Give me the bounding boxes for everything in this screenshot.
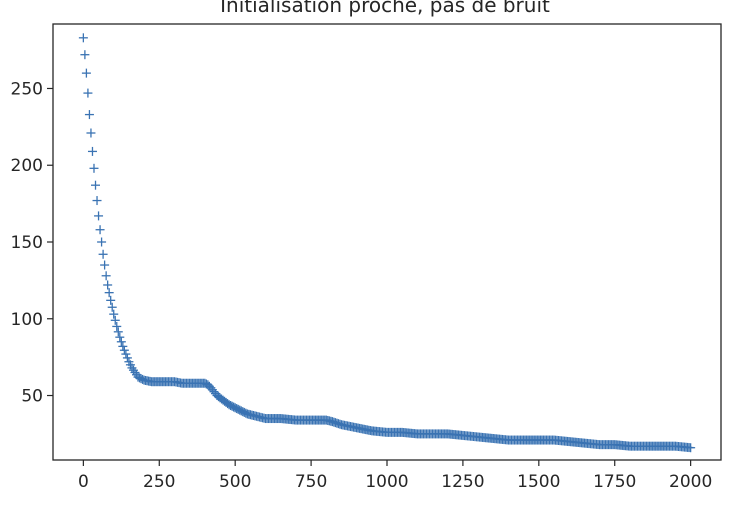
y-tick-label: 150 — [11, 233, 43, 253]
x-tick-label: 0 — [78, 472, 89, 492]
x-tick-label: 1750 — [593, 472, 636, 492]
data-point-plus-marker — [83, 88, 93, 98]
data-point-plus-marker — [98, 249, 108, 259]
data-point-plus-marker — [122, 353, 132, 363]
data-point-plus-marker — [686, 443, 696, 453]
data-point-plus-marker — [119, 345, 129, 355]
y-tick-label: 100 — [11, 310, 43, 330]
data-point-plus-marker — [92, 196, 102, 206]
data-point-plus-marker — [104, 288, 114, 298]
x-tick-label: 500 — [219, 472, 251, 492]
data-point-plus-marker — [112, 321, 122, 331]
data-point-plus-marker — [128, 365, 138, 375]
data-point-plus-marker — [101, 271, 111, 281]
data-point-plus-marker — [116, 337, 126, 347]
data-point-plus-marker — [80, 50, 90, 60]
x-tick-label: 250 — [143, 472, 175, 492]
data-point-plus-marker — [127, 363, 137, 373]
data-point-plus-marker — [110, 315, 120, 325]
data-point-plus-marker — [103, 280, 113, 290]
y-tick-label: 250 — [11, 79, 43, 99]
data-point-plus-marker — [118, 341, 128, 351]
x-tick-label: 1500 — [517, 472, 560, 492]
data-point-plus-marker — [86, 128, 96, 138]
x-tick-label: 2000 — [669, 472, 712, 492]
x-tick-label: 1000 — [365, 472, 408, 492]
data-point-plus-marker — [121, 349, 131, 359]
data-point-plus-marker — [100, 260, 110, 270]
data-point-plus-marker — [106, 295, 116, 305]
data-point-plus-marker — [130, 367, 140, 377]
data-point-plus-marker — [115, 332, 125, 342]
x-tick-label: 750 — [295, 472, 327, 492]
data-points — [78, 33, 696, 453]
data-point-plus-marker — [87, 146, 97, 156]
chart-title: Initialisation proche, pas de bruit — [220, 0, 550, 17]
data-point-plus-marker — [95, 225, 105, 235]
axis-ticks: 0 250 500 750 1000 1250 1500 1750 2000 50 100 150 20… — [11, 79, 713, 492]
data-point-plus-marker — [91, 180, 101, 190]
data-point-plus-marker — [84, 110, 94, 120]
data-point-plus-marker — [78, 33, 88, 43]
y-tick-label: 200 — [11, 156, 43, 176]
plot-frame — [52, 23, 722, 461]
data-point-plus-marker — [107, 302, 117, 312]
data-point-plus-marker — [94, 211, 104, 221]
data-point-plus-marker — [113, 327, 123, 337]
y-tick-label: 50 — [21, 387, 43, 407]
data-point-plus-marker — [81, 68, 91, 78]
x-tick-label: 1250 — [441, 472, 484, 492]
data-point-plus-marker — [97, 237, 107, 247]
data-point-plus-marker — [89, 163, 99, 173]
data-point-plus-marker — [109, 309, 119, 319]
